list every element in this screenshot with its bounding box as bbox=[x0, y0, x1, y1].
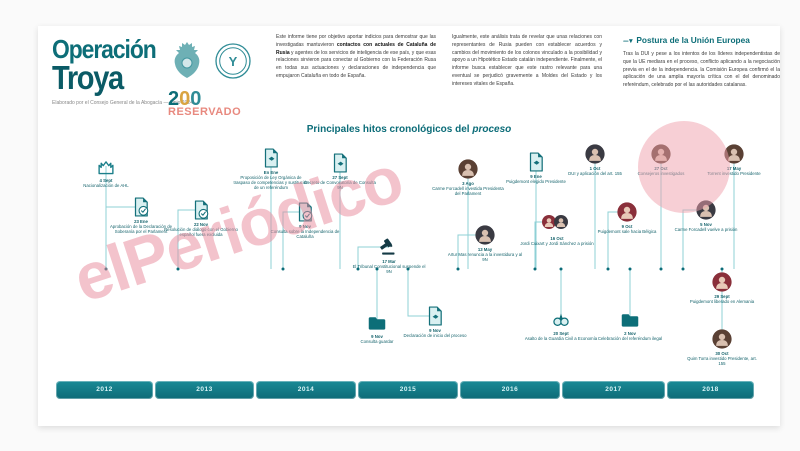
svg-text:Y: Y bbox=[229, 54, 238, 69]
